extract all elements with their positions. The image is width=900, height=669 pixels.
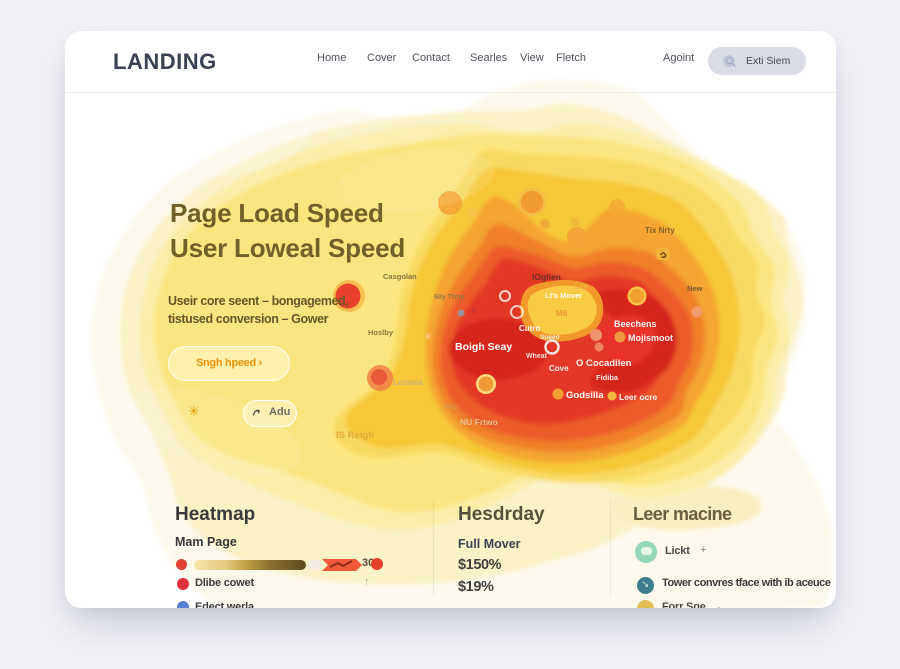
svg-text:Leer ocre: Leer ocre bbox=[619, 392, 658, 402]
svg-text:IOglien: IOglien bbox=[532, 272, 561, 282]
svg-text:Hoslby: Hoslby bbox=[368, 328, 394, 337]
svg-text:IS Reigh: IS Reigh bbox=[336, 430, 374, 441]
svg-text:Cove: Cove bbox=[549, 364, 569, 373]
svg-text:Speed: Speed bbox=[540, 334, 560, 341]
svg-text:Godsilla: Godsilla bbox=[566, 390, 604, 401]
svg-text:NU Frtwo: NU Frtwo bbox=[460, 417, 498, 427]
svg-text:Sity: Sity bbox=[573, 282, 588, 291]
svg-text:Mig: Mig bbox=[445, 404, 457, 411]
svg-text:Mojismoot: Mojismoot bbox=[628, 333, 673, 343]
svg-text:Cutro: Cutro bbox=[519, 324, 540, 333]
svg-text:Loziana: Loziana bbox=[393, 378, 423, 387]
svg-text:Tix Nrty: Tix Nrty bbox=[645, 226, 675, 235]
svg-text:Mil: Mil bbox=[556, 309, 567, 318]
svg-text:Lt's Mover: Lt's Mover bbox=[545, 291, 582, 300]
svg-text:O Cocadilen: O Cocadilen bbox=[576, 358, 632, 369]
svg-text:Boigh Seay: Boigh Seay bbox=[455, 341, 512, 353]
svg-text:Casgolan: Casgolan bbox=[383, 272, 417, 281]
svg-text:60y Tfma: 60y Tfma bbox=[434, 294, 464, 301]
svg-text:Beechens: Beechens bbox=[614, 319, 657, 329]
svg-text:Wheat: Wheat bbox=[526, 353, 548, 360]
svg-text:Fidiba: Fidiba bbox=[596, 373, 619, 382]
svg-text:New: New bbox=[687, 284, 703, 293]
